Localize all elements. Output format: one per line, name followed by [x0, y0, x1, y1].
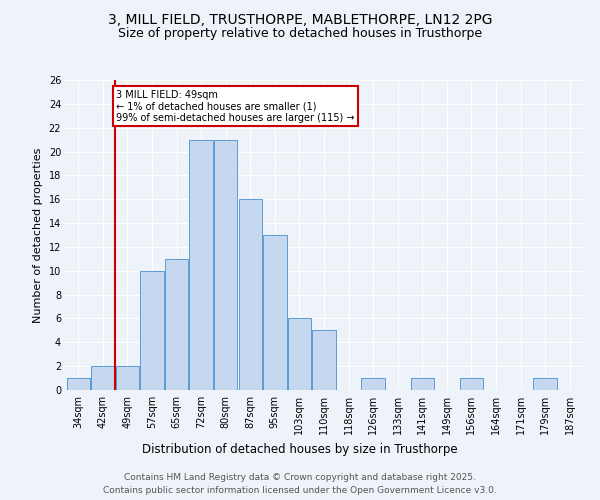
Bar: [410, 378, 434, 390]
Bar: [239, 199, 262, 390]
Bar: [116, 366, 139, 390]
Text: 3 MILL FIELD: 49sqm
← 1% of detached houses are smaller (1)
99% of semi-detached: 3 MILL FIELD: 49sqm ← 1% of detached hou…: [116, 90, 355, 122]
Bar: [190, 140, 213, 390]
Bar: [165, 259, 188, 390]
Text: 3, MILL FIELD, TRUSTHORPE, MABLETHORPE, LN12 2PG: 3, MILL FIELD, TRUSTHORPE, MABLETHORPE, …: [108, 12, 492, 26]
Bar: [91, 366, 115, 390]
Text: Distribution of detached houses by size in Trusthorpe: Distribution of detached houses by size …: [142, 442, 458, 456]
Bar: [288, 318, 311, 390]
Text: Contains public sector information licensed under the Open Government Licence v3: Contains public sector information licen…: [103, 486, 497, 495]
Text: Contains HM Land Registry data © Crown copyright and database right 2025.: Contains HM Land Registry data © Crown c…: [124, 472, 476, 482]
Bar: [313, 330, 335, 390]
Bar: [460, 378, 483, 390]
Bar: [361, 378, 385, 390]
Bar: [67, 378, 90, 390]
Bar: [140, 271, 164, 390]
Bar: [214, 140, 238, 390]
Bar: [263, 235, 287, 390]
Y-axis label: Number of detached properties: Number of detached properties: [33, 148, 43, 322]
Text: Size of property relative to detached houses in Trusthorpe: Size of property relative to detached ho…: [118, 28, 482, 40]
Bar: [533, 378, 557, 390]
